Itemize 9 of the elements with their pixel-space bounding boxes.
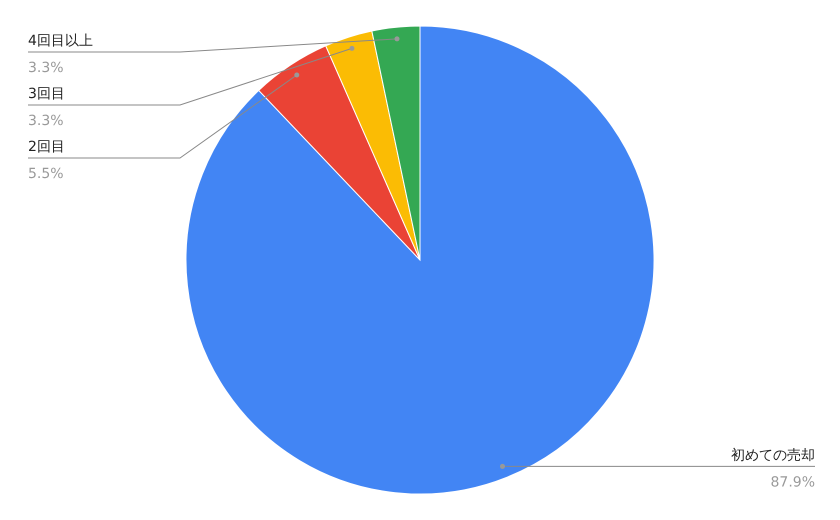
data-label: 3.3%	[28, 113, 64, 129]
data-label: 87.9%	[770, 474, 815, 490]
slice-label: 3回目	[28, 86, 65, 102]
pie-slice	[186, 26, 654, 494]
slice-label: 4回目以上	[28, 33, 93, 49]
slice-label: 2回目	[28, 139, 65, 155]
slice-label: 初めての売却	[731, 447, 815, 464]
data-label: 3.3%	[28, 60, 64, 76]
data-label: 5.5%	[28, 166, 64, 182]
